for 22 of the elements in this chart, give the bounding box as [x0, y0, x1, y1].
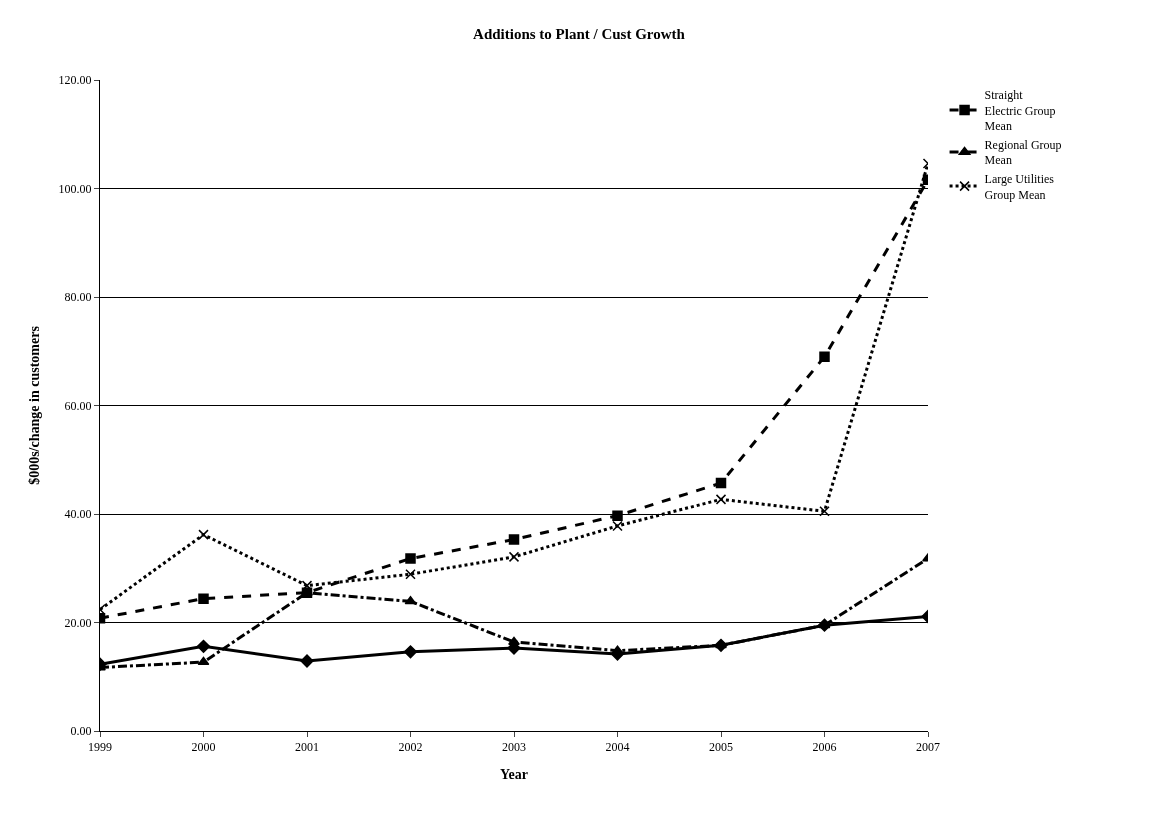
- x-tick-label: 2004: [605, 740, 630, 755]
- y-tick-label: 20.00: [64, 615, 92, 630]
- x-axis-title: Year: [500, 766, 528, 782]
- x-tick-label: 2007: [916, 740, 940, 755]
- y-tick-label: 120.00: [58, 73, 92, 88]
- legend-label: Straight Electric Group Mean: [984, 87, 1056, 134]
- y-tick-label: 60.00: [64, 398, 92, 413]
- y-tick-label: 80.00: [64, 290, 92, 305]
- x-tick-label: 2005: [709, 740, 733, 755]
- legend-label: Large Utilities Group Mean: [984, 171, 1055, 202]
- legend-label: Regional Group Mean: [984, 137, 1062, 168]
- x-tick-label: 2001: [295, 740, 319, 755]
- y-tick-label: 0.00: [70, 724, 92, 739]
- y-axis-title: $000s/change in customers: [27, 325, 43, 485]
- x-tick-label: 2000: [191, 740, 216, 755]
- y-tick-label: 100.00: [58, 181, 92, 196]
- x-tick-label: 1999: [88, 740, 112, 755]
- x-tick-label: 2006: [812, 740, 837, 755]
- chart-title: Additions to Plant / Cust Growth: [473, 26, 686, 43]
- y-tick-label: 40.00: [64, 507, 92, 522]
- x-tick-label: 2002: [398, 740, 423, 755]
- x-tick-label: 2003: [502, 740, 526, 755]
